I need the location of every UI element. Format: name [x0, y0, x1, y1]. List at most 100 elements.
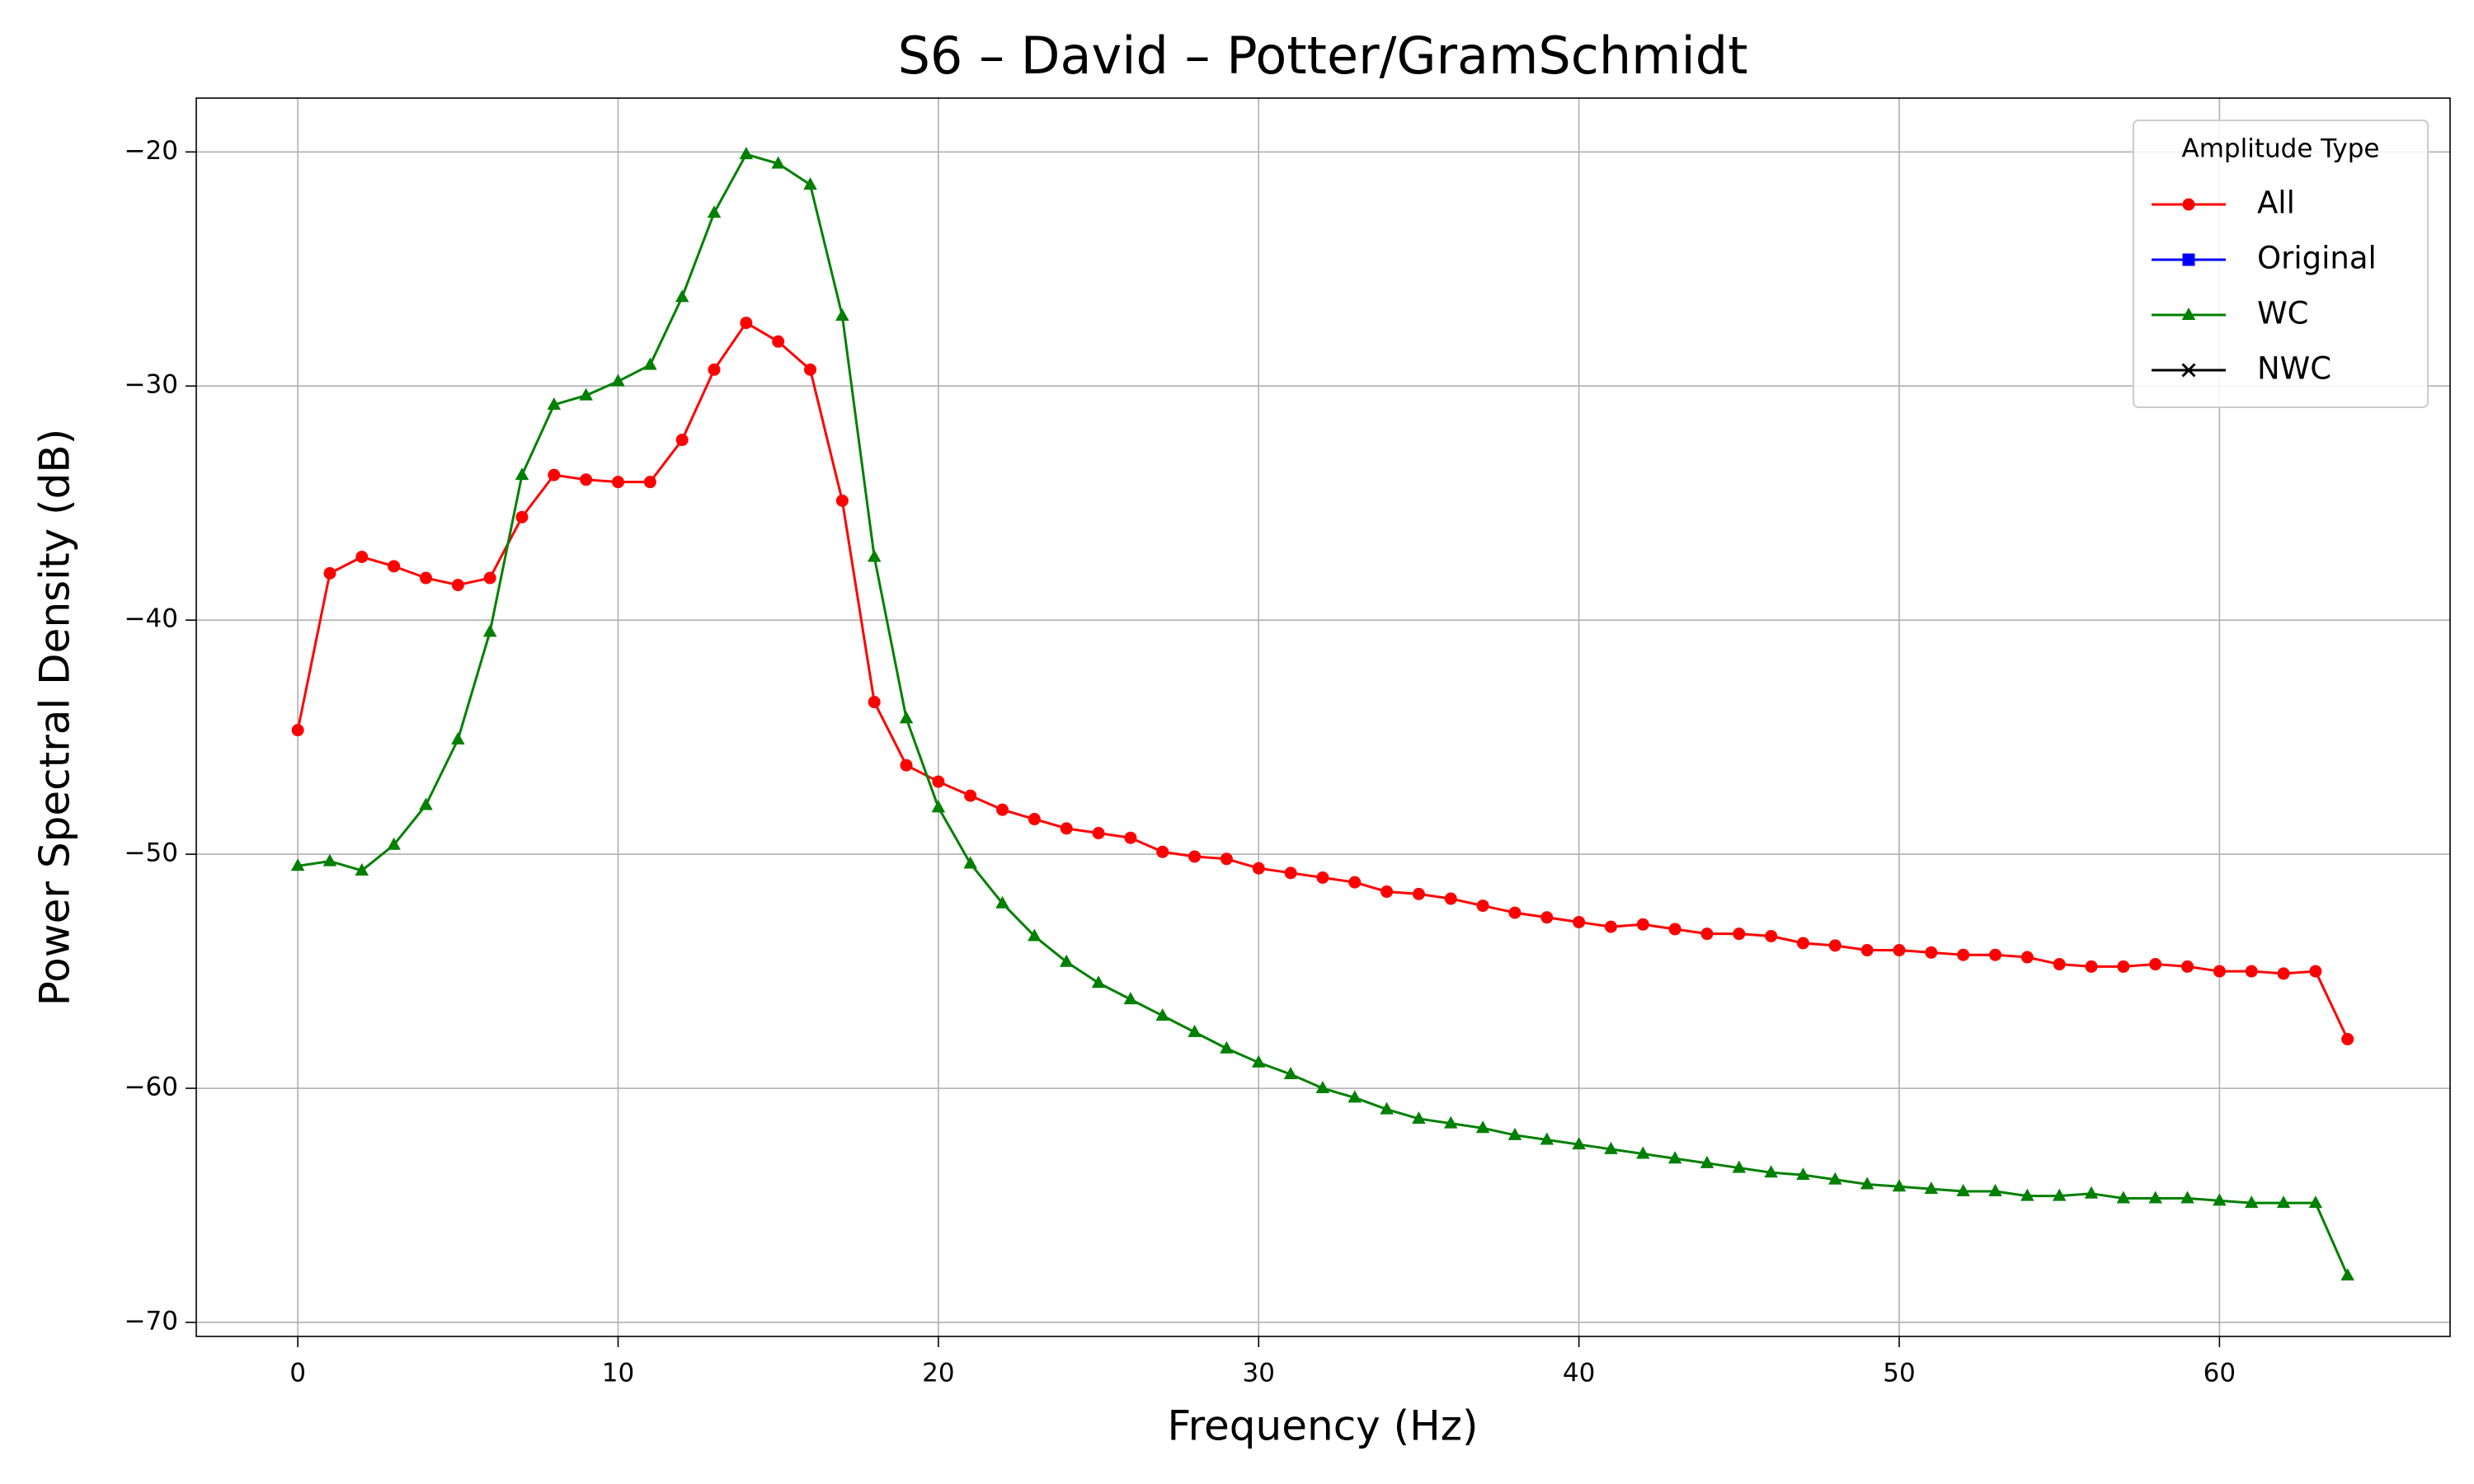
data-point — [1604, 1141, 1618, 1154]
data-point — [355, 551, 369, 564]
data-point — [548, 468, 561, 481]
data-point — [1380, 1101, 1394, 1115]
data-point — [1060, 822, 1073, 835]
data-point — [675, 289, 689, 303]
x-tick-label: 50 — [1883, 1359, 1915, 1388]
data-point — [1444, 1115, 1458, 1129]
data-point — [1764, 1165, 1778, 1178]
data-point — [483, 571, 496, 585]
data-point — [1412, 1111, 1426, 1124]
y-tick-label: −70 — [125, 1306, 178, 1336]
data-point — [1892, 1179, 1907, 1192]
data-point — [675, 434, 689, 447]
data-point — [1765, 929, 1778, 942]
data-point — [1155, 1008, 1169, 1021]
data-point — [2085, 960, 2098, 973]
legend-title: Amplitude Type — [2182, 134, 2380, 164]
data-point — [1028, 813, 1041, 826]
x-tick-label: 60 — [2204, 1359, 2236, 1388]
data-point — [1636, 1146, 1650, 1159]
data-point — [2340, 1268, 2354, 1281]
y-tick-label: −40 — [125, 604, 178, 634]
data-point — [419, 571, 432, 585]
x-tick-label: 20 — [922, 1359, 954, 1388]
data-point — [1092, 827, 1105, 840]
data-point — [2052, 1188, 2067, 1201]
data-point — [355, 862, 369, 876]
data-point — [611, 373, 625, 387]
data-point — [2020, 1188, 2034, 1201]
data-point — [1252, 862, 1265, 875]
x-axis-label: Frequency (Hz) — [1167, 1402, 1478, 1450]
data-point — [2213, 965, 2226, 978]
y-tick-label: −30 — [125, 370, 178, 400]
data-point — [2053, 958, 2066, 971]
data-point — [1573, 915, 1586, 928]
data-point — [963, 856, 977, 869]
legend-label: NWC — [2257, 351, 2331, 387]
data-point — [868, 696, 881, 709]
data-point — [515, 510, 529, 524]
data-point — [2244, 1195, 2259, 1209]
data-point — [804, 363, 817, 376]
data-point — [579, 387, 593, 401]
data-point — [1188, 850, 1202, 863]
data-point — [996, 803, 1009, 816]
data-point — [2149, 958, 2162, 971]
x-tick-label: 40 — [1563, 1359, 1595, 1388]
data-point — [2277, 967, 2290, 980]
data-point — [1475, 1120, 1490, 1134]
data-point — [2309, 965, 2322, 978]
data-point — [323, 566, 336, 580]
data-point — [1667, 1151, 1682, 1164]
legend-marker — [2181, 308, 2196, 320]
data-point — [739, 147, 754, 160]
data-point — [803, 177, 817, 190]
data-point — [1251, 1054, 1266, 1068]
data-point — [2245, 965, 2258, 978]
data-point — [419, 797, 433, 810]
x-tick-label: 0 — [289, 1359, 306, 1388]
data-point — [2148, 1190, 2162, 1204]
data-point — [2213, 1193, 2227, 1206]
data-point — [835, 308, 849, 322]
data-point — [707, 205, 722, 218]
data-point — [1925, 946, 1938, 959]
y-tick-label: −60 — [125, 1073, 178, 1102]
data-point — [322, 853, 337, 866]
data-point — [1989, 948, 2002, 961]
data-point — [1700, 928, 1714, 941]
data-point — [835, 494, 849, 507]
data-point — [1733, 928, 1746, 941]
data-point — [899, 711, 914, 724]
data-point — [387, 837, 401, 850]
data-point — [900, 758, 913, 772]
data-point — [1380, 885, 1394, 899]
data-point — [1476, 899, 1489, 913]
data-point — [1828, 939, 1841, 952]
data-point — [1956, 1183, 1970, 1196]
data-point — [1636, 918, 1649, 931]
data-point — [1924, 1181, 1939, 1195]
data-point — [2308, 1195, 2323, 1209]
chart-title: S6 – David – Potter/GramSchmidt — [898, 26, 1748, 86]
data-point — [1540, 1132, 1554, 1145]
data-point — [771, 156, 785, 169]
y-axis-label: Power Spectral Density (dB) — [31, 429, 79, 1006]
x-tick-label: 10 — [602, 1359, 634, 1388]
legend-box — [2133, 120, 2429, 408]
data-point — [1220, 852, 1233, 866]
x-tick-label: 30 — [1243, 1359, 1275, 1388]
data-point — [580, 473, 593, 486]
data-point — [1123, 992, 1138, 1005]
data-point — [1860, 944, 1874, 957]
data-point — [1507, 1127, 1522, 1140]
data-point — [1893, 944, 1906, 957]
data-point — [1860, 1176, 1874, 1190]
data-point — [772, 335, 785, 348]
data-point — [643, 357, 657, 370]
legend-marker — [2181, 363, 2196, 378]
data-point — [451, 579, 464, 592]
data-point — [1732, 1160, 1747, 1173]
